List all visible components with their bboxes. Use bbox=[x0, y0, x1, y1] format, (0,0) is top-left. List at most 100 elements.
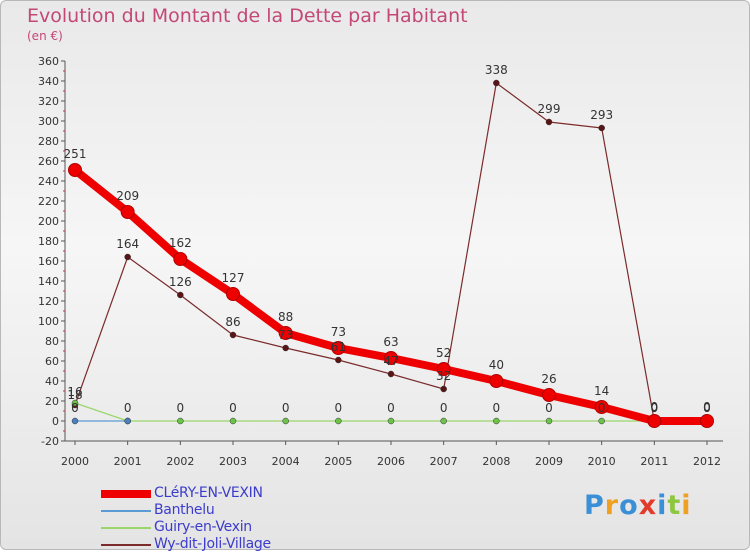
data-label: 251 bbox=[64, 147, 87, 161]
data-label: 86 bbox=[225, 315, 240, 329]
data-point bbox=[493, 417, 500, 425]
data-label: 0 bbox=[387, 401, 395, 415]
data-label: 164 bbox=[116, 237, 139, 251]
data-label: 61 bbox=[331, 340, 346, 354]
x-tick-label: 2012 bbox=[693, 455, 721, 468]
data-label: 0 bbox=[229, 401, 237, 415]
data-point bbox=[542, 388, 556, 402]
data-label: 209 bbox=[116, 189, 139, 203]
y-tick-label: 140 bbox=[38, 275, 59, 288]
data-label: 0 bbox=[598, 401, 606, 415]
data-label: 16 bbox=[67, 385, 82, 399]
data-point bbox=[173, 252, 188, 266]
x-tick-label: 2000 bbox=[61, 455, 89, 468]
y-tick-label: 240 bbox=[38, 175, 59, 188]
data-label: 26 bbox=[541, 372, 556, 386]
chart-title: Evolution du Montant de la Dette par Hab… bbox=[27, 5, 468, 27]
data-point bbox=[545, 118, 553, 126]
legend-swatch bbox=[101, 490, 151, 498]
data-label: 0 bbox=[703, 400, 711, 414]
series-line-0 bbox=[71, 166, 711, 425]
data-label: 0 bbox=[703, 401, 711, 415]
data-point bbox=[335, 356, 342, 364]
data-label: 73 bbox=[278, 328, 293, 342]
legend-swatch bbox=[101, 527, 151, 529]
data-label: 126 bbox=[169, 275, 192, 289]
x-tick-label: 2007 bbox=[430, 455, 458, 468]
data-point bbox=[335, 417, 342, 425]
data-label: 40 bbox=[489, 358, 504, 372]
data-label: 127 bbox=[222, 271, 245, 285]
data-label: 0 bbox=[282, 401, 290, 415]
chart-unit-label: (en €) bbox=[27, 29, 63, 43]
logo-letter: i bbox=[657, 490, 668, 521]
data-point bbox=[68, 163, 82, 177]
data-point bbox=[594, 400, 609, 414]
data-point bbox=[177, 417, 184, 425]
data-point bbox=[440, 385, 447, 393]
legend-swatch bbox=[101, 544, 151, 546]
y-tick-label: 340 bbox=[38, 75, 59, 88]
data-point bbox=[598, 417, 605, 425]
legend-label: Banthelu bbox=[154, 502, 215, 518]
data-point bbox=[120, 205, 135, 219]
data-point bbox=[598, 124, 605, 132]
data-label: 14 bbox=[594, 384, 609, 398]
data-label: 0 bbox=[440, 401, 448, 415]
logo-letter: i bbox=[681, 490, 692, 521]
data-label: 18 bbox=[67, 388, 82, 402]
x-tick-label: 2003 bbox=[219, 455, 247, 468]
chart-data-labels: 251 209 162 127 88 73 63 52 40 26 14 0 0 16 164 126 86 73… bbox=[64, 63, 711, 415]
y-tick-label: 200 bbox=[38, 215, 59, 228]
data-label: 0 bbox=[71, 401, 79, 415]
x-tick-label: 2002 bbox=[166, 455, 194, 468]
y-tick-label: 260 bbox=[38, 155, 59, 168]
data-label: 63 bbox=[383, 335, 398, 349]
y-tick-label: 20 bbox=[45, 395, 59, 408]
data-label: 52 bbox=[436, 346, 451, 360]
logo-letter: x bbox=[638, 490, 658, 521]
data-point bbox=[71, 417, 79, 425]
data-label: 293 bbox=[590, 108, 613, 122]
data-point bbox=[647, 414, 662, 428]
y-tick-label: 120 bbox=[38, 295, 59, 308]
data-point bbox=[229, 331, 237, 339]
data-label: 338 bbox=[485, 63, 508, 77]
data-label: 162 bbox=[169, 236, 192, 250]
data-label: 0 bbox=[545, 401, 553, 415]
data-label: 0 bbox=[177, 401, 185, 415]
x-tick-label: 2006 bbox=[377, 455, 405, 468]
chart-series bbox=[68, 79, 714, 428]
data-point bbox=[278, 326, 293, 340]
x-tick-label: 2005 bbox=[324, 455, 352, 468]
data-label: 0 bbox=[124, 401, 132, 415]
data-label: 0 bbox=[493, 401, 501, 415]
legend-label: CLéRY-EN-VEXIN bbox=[154, 485, 263, 501]
x-tick-label: 2004 bbox=[272, 455, 300, 468]
logo-letter: t bbox=[667, 490, 682, 521]
x-tick-label: 2008 bbox=[482, 455, 510, 468]
data-point bbox=[226, 287, 240, 301]
data-point bbox=[282, 344, 289, 352]
data-point bbox=[229, 417, 237, 425]
data-label: 0 bbox=[651, 401, 659, 415]
legend-label: Guiry-en-Vexin bbox=[154, 519, 252, 535]
y-tick-label: 220 bbox=[38, 195, 59, 208]
data-label: 88 bbox=[278, 310, 293, 324]
x-tick-label: 2011 bbox=[640, 455, 668, 468]
data-point bbox=[436, 362, 451, 376]
data-point bbox=[440, 417, 447, 425]
x-tick-label: 2010 bbox=[588, 455, 616, 468]
data-point bbox=[489, 374, 504, 388]
y-tick-label: 160 bbox=[38, 255, 59, 268]
legend-label: Wy-dit-Joli-Village bbox=[154, 536, 271, 552]
y-tick-label: -20 bbox=[41, 435, 59, 448]
data-point bbox=[545, 417, 553, 425]
data-label: 0 bbox=[335, 401, 343, 415]
data-label: 0 bbox=[651, 401, 659, 415]
y-tick-label: 320 bbox=[38, 95, 59, 108]
data-point bbox=[387, 417, 395, 425]
data-point bbox=[282, 417, 289, 425]
y-tick-label: 280 bbox=[38, 135, 59, 148]
